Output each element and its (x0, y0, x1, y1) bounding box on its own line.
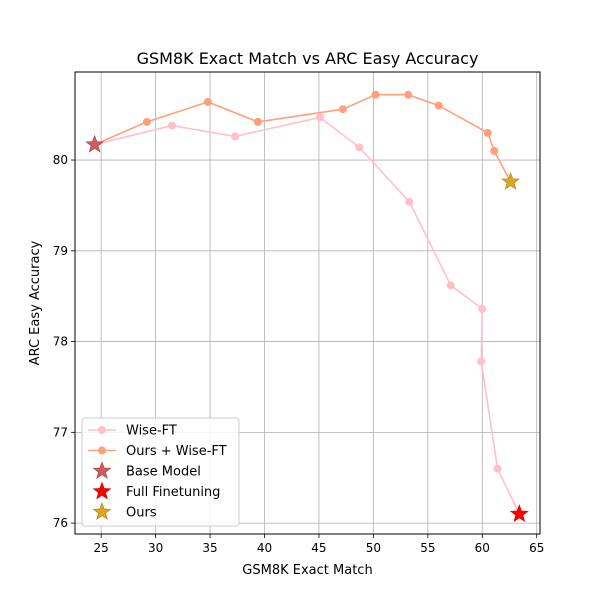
star-marker-base-model (85, 134, 104, 153)
y-tick-label: 79 (53, 244, 68, 258)
series-wise-ft (90, 113, 524, 519)
x-tick-label: 60 (475, 541, 490, 555)
data-point-ours-wise-ft (203, 97, 212, 106)
x-axis-label: GSM8K Exact Match (242, 563, 372, 578)
data-point-wise-ft (446, 281, 455, 290)
series-full-finetuning (509, 504, 529, 522)
y-tick-label: 76 (53, 516, 68, 530)
legend-item-base-model: Base Model (92, 461, 201, 480)
legend-label: Ours (126, 506, 157, 521)
data-point-wise-ft (355, 143, 364, 152)
y-axis: 76 77 78 79 80 (53, 153, 75, 530)
legend-swatch-marker (98, 426, 106, 434)
data-point-wise-ft (478, 304, 487, 313)
legend-label: Ours + Wise-FT (126, 444, 227, 459)
star-marker-full-finetuning (509, 504, 529, 522)
data-point-ours-wise-ft (371, 90, 380, 99)
star-marker-ours (501, 171, 520, 190)
series-base-model (85, 134, 104, 153)
data-point-wise-ft (167, 121, 176, 130)
x-tick-label: 40 (257, 541, 272, 555)
legend-label: Base Model (126, 465, 201, 480)
plot-frame (74, 71, 541, 535)
legend-item-wise-ft: Wise-FT (88, 424, 177, 439)
data-point-wise-ft (316, 113, 325, 122)
legend-swatch-marker (98, 446, 106, 455)
data-point-ours-wise-ft (142, 117, 151, 126)
series-ours (501, 171, 520, 190)
legend-box (81, 417, 240, 527)
x-tick-label: 50 (366, 541, 381, 555)
legend-item-ours-wise-ft: Ours + Wise-FT (88, 444, 227, 459)
y-axis-label: ARC Easy Accuracy (28, 240, 43, 365)
legend-swatch-star (92, 481, 112, 500)
x-tick-label: 55 (420, 541, 435, 555)
x-tick-label: 65 (529, 541, 544, 555)
legend-item-full-finetuning: Full Finetuning (92, 481, 220, 500)
y-tick-label: 77 (53, 425, 68, 439)
data-point-wise-ft (231, 132, 240, 141)
x-tick-label: 30 (148, 541, 163, 555)
x-tick-label: 25 (93, 541, 108, 555)
legend-swatch-star (92, 461, 112, 479)
chart-title: GSM8K Exact Match vs ARC Easy Accuracy (137, 49, 479, 68)
data-point-ours-wise-ft (253, 117, 262, 126)
legend-swatch-star (92, 502, 112, 520)
legend-label: Wise-FT (126, 424, 177, 439)
data-point-wise-ft (477, 357, 486, 366)
data-point-ours-wise-ft (434, 101, 443, 110)
data-point-ours-wise-ft (338, 105, 347, 114)
legend-label: Full Finetuning (126, 485, 220, 500)
x-tick-label: 35 (202, 541, 217, 555)
legend-item-ours: Ours (92, 502, 157, 521)
x-axis: 25 30 35 40 45 50 55 60 65 (93, 534, 544, 555)
y-tick-label: 78 (53, 335, 68, 349)
legend: Wise-FT Ours + Wise-FT Base Model Full Fine… (81, 417, 240, 527)
data-point-ours-wise-ft (483, 128, 492, 137)
data-point-wise-ft (493, 464, 502, 473)
data-point-ours-wise-ft (490, 146, 499, 155)
x-tick-label: 45 (311, 541, 326, 555)
y-tick-label: 80 (53, 153, 68, 167)
data-point-wise-ft (405, 197, 414, 206)
data-point-ours-wise-ft (404, 90, 413, 99)
grid (75, 72, 540, 534)
series-layer (85, 90, 529, 522)
